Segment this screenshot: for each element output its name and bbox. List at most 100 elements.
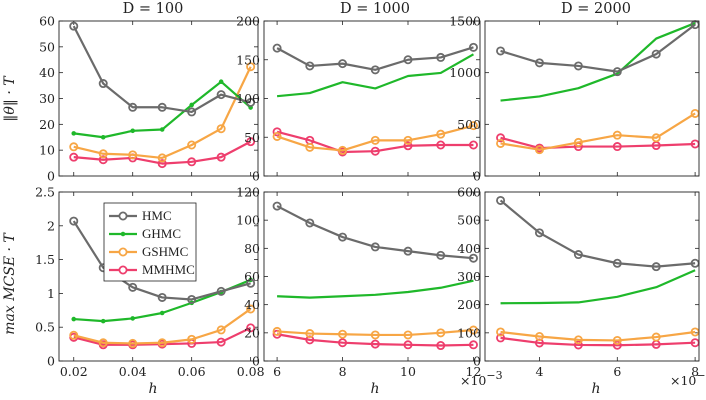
series-line-gshmc [73,308,252,345]
x-exponent-base: ×10 [460,373,486,388]
data-point-mmhmc [612,142,622,152]
y-tick-label: 2.5 [35,185,55,200]
data-point-hmc [157,102,167,112]
y-tick-label: 100 [236,91,260,106]
data-point-gshmc [272,326,282,336]
plot-frame [263,191,481,362]
y-tick-label: 0 [252,169,260,184]
panel-top-d100: 0 10 20 30 40 50 60 [39,14,259,184]
data-point-gshmc [338,329,348,339]
y-tick-label: 1500 [449,14,481,29]
x-tick-label: 12 [466,364,482,379]
data-point-hmc [651,262,661,272]
panel-top-d2000: 0 500 1000 1500 [449,14,700,184]
y-tick-label: 300 [457,269,481,284]
y-tick-label: 0 [47,354,55,369]
legend-marker-ghmc [120,231,126,237]
data-point-gshmc [187,334,197,344]
data-point-gshmc [573,335,583,345]
y-tick-label: 60 [244,269,260,284]
y-tick-label: 200 [457,297,481,312]
y-tick-label: 0 [473,169,481,184]
y-tick-label: 1000 [449,65,481,80]
data-point-gshmc [403,135,413,145]
y-tick-label: 100 [457,325,481,340]
x-tick-label: 0.08 [237,364,265,379]
y-tick-label: 50 [39,39,55,54]
series-line-ghmc [500,22,696,102]
x-tick-label: 0.04 [119,364,147,379]
data-point-hmc [128,282,138,292]
legend-entry-mmhmc: MMHMC [109,262,195,277]
y-tick-label: 40 [244,297,260,312]
data-point-mmhmc [370,146,380,156]
panel-bottom-d2000: 0 100 200 300 400 500 600 4 6 8 [457,185,700,379]
series-line-mmhmc [500,136,696,150]
legend-label-ghmc: GHMC [142,226,181,241]
data-point-mmhmc [496,133,506,143]
series-line-ghmc [276,53,474,98]
data-point-hmc [216,286,226,296]
y-tick-label: 1.5 [35,252,55,267]
data-point-gshmc [573,137,583,147]
data-point-mmhmc [403,141,413,151]
plot-frame [484,191,700,362]
data-point-hmc [612,67,622,77]
data-point-hmc [403,246,413,256]
data-point-mmhmc [272,329,282,339]
data-point-gshmc [534,331,544,341]
data-point-hmc [612,258,622,268]
y-tick-label: 1 [47,286,55,301]
data-point-ghmc [130,128,136,134]
data-point-gshmc [496,138,506,148]
y-tick-label: 100 [236,213,260,228]
data-point-ghmc [71,316,77,322]
data-point-gshmc [468,325,478,335]
series-line-mmhmc [276,333,474,347]
plot-frame [263,20,481,177]
data-point-gshmc [612,130,622,140]
data-point-gshmc [468,121,478,131]
data-point-gshmc [98,149,108,159]
data-point-mmhmc [246,137,256,147]
x-exponent-col3: ×10−3 [670,369,706,388]
series-line-hmc [276,205,474,260]
data-point-mmhmc [436,341,446,351]
data-point-mmhmc [651,339,661,349]
data-point-gshmc [651,133,661,143]
data-point-gshmc [187,140,197,150]
x-exponent-base: ×10 [670,373,696,388]
data-point-gshmc [370,135,380,145]
x-tick-label: 8 [691,364,699,379]
data-point-hmc [573,250,583,260]
data-point-gshmc [157,338,167,348]
series-line-gshmc [276,124,474,152]
data-point-ghmc [189,102,194,108]
data-point-gshmc [216,325,226,335]
plot-area [485,192,699,361]
data-point-gshmc [370,330,380,340]
data-point-gshmc [690,108,700,118]
data-point-gshmc [246,304,256,314]
data-point-gshmc [216,124,226,134]
data-point-mmhmc [468,140,478,150]
legend-marker-hmc [118,211,128,221]
data-point-mmhmc [157,159,167,169]
data-point-hmc [468,253,478,263]
data-point-mmhmc [496,333,506,343]
y-tick-label: 60 [39,14,55,29]
data-point-gshmc [436,129,446,139]
data-point-mmhmc [370,339,380,349]
data-point-mmhmc [573,340,583,350]
series-line-ghmc [500,269,696,305]
data-point-hmc [272,43,282,53]
y-tick-label: 10 [39,143,55,158]
data-point-ghmc [218,79,224,85]
legend-label-mmhmc: MMHMC [142,262,195,277]
data-point-mmhmc [612,340,622,350]
series-line-hmc [72,220,251,301]
data-point-ghmc [159,310,165,316]
panel-bottom-d1000: 0 20 40 60 80 100 120 6 8 10 12 [236,185,481,380]
xlabel-col2: h [370,381,379,397]
column-title-d2000: D = 2000 [561,1,631,17]
